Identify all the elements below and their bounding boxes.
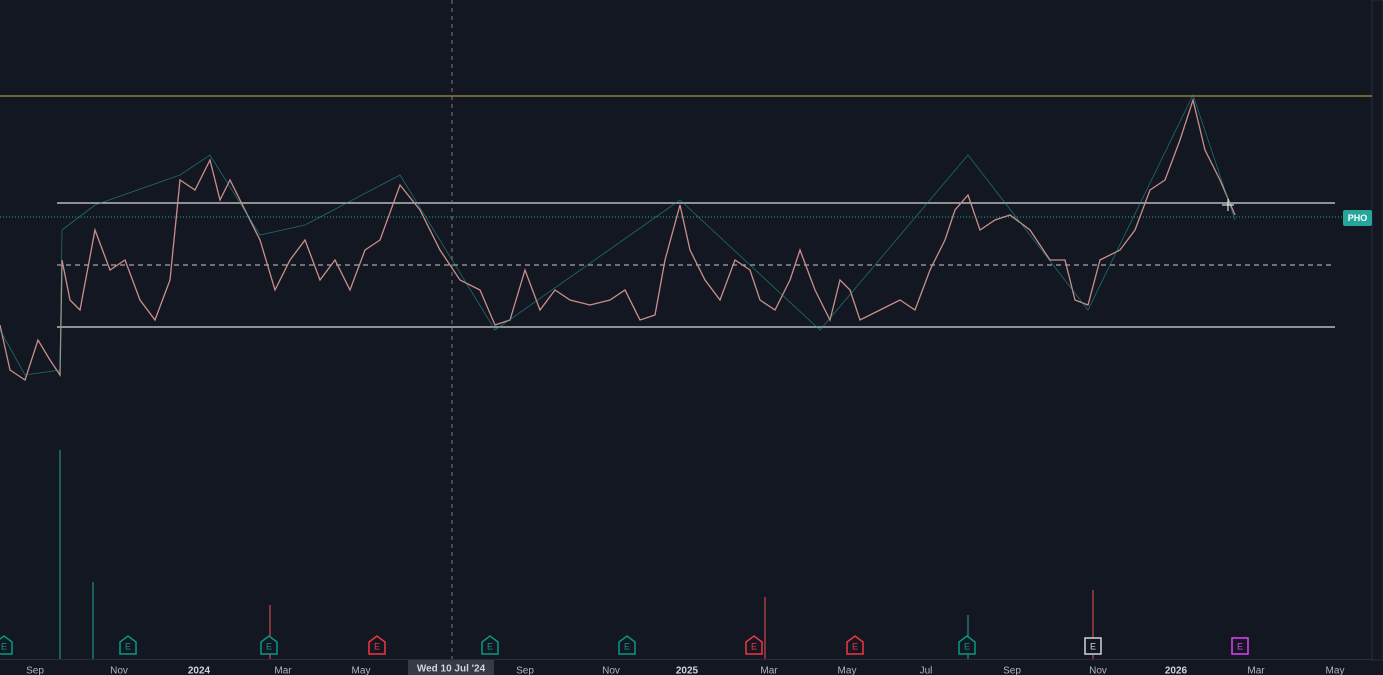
earnings-marker-box: [260, 635, 278, 655]
price-axis: [1371, 0, 1383, 661]
x-axis-label: Sep: [1003, 666, 1021, 675]
x-axis-label: Nov: [602, 666, 620, 675]
x-axis-label: Mar: [274, 666, 292, 675]
earnings-marker-label: E: [487, 641, 493, 651]
earnings-marker-box: [745, 635, 763, 655]
earnings-marker-box: [481, 635, 499, 655]
x-axis-label: Sep: [26, 666, 44, 675]
price-path-shadow: [0, 93, 1236, 376]
earnings-marker-box: [0, 635, 13, 655]
x-axis-label: 2026: [1165, 666, 1188, 675]
x-axis-label: Sep: [516, 666, 534, 675]
earnings-marker-box: [368, 635, 386, 655]
x-axis-label: Nov: [1089, 666, 1107, 675]
earnings-marker-label: E: [852, 641, 858, 651]
price-path: [0, 97, 1236, 382]
earnings-marker-box: [846, 635, 864, 655]
x-axis-label: 2025: [676, 666, 699, 675]
earnings-marker-box: [119, 635, 137, 655]
x-axis-label: Mar: [1247, 666, 1265, 675]
x-axis-label: May: [352, 666, 371, 675]
earnings-marker-label: E: [125, 641, 131, 651]
earnings-marker-label: E: [266, 641, 272, 651]
earnings-marker-label: E: [964, 641, 970, 651]
x-axis-label: Mar: [760, 666, 778, 675]
earnings-marker-box: [958, 635, 976, 655]
earnings-marker-label: E: [1237, 641, 1243, 651]
time-axis: Sep Nov 2024 Mar May Sep Nov 2025 Mar May Jul Sep No…: [26, 666, 1344, 675]
earnings-marker-box: [1231, 637, 1249, 655]
crosshair-label-bg: [408, 660, 494, 675]
x-axis-label: May: [838, 666, 857, 675]
earnings-marker-label: E: [1, 641, 7, 651]
earnings-marker-label: E: [624, 641, 630, 651]
ticker-label: PHO: [1348, 213, 1368, 223]
x-axis-label: Nov: [110, 666, 128, 675]
x-axis-label: May: [1326, 666, 1345, 675]
crosshair-label: Wed 10 Jul '24: [417, 664, 486, 675]
earnings-marker-box: [1084, 637, 1102, 655]
earnings-marker-label: E: [1090, 641, 1096, 651]
earnings-marker-label: E: [751, 641, 757, 651]
x-axis-label: 2024: [188, 666, 211, 675]
x-axis-label: Jul: [920, 666, 933, 675]
earnings-marker-box: [618, 635, 636, 655]
earnings-marker-label: E: [374, 641, 380, 651]
ticker-badge: [1343, 210, 1372, 226]
